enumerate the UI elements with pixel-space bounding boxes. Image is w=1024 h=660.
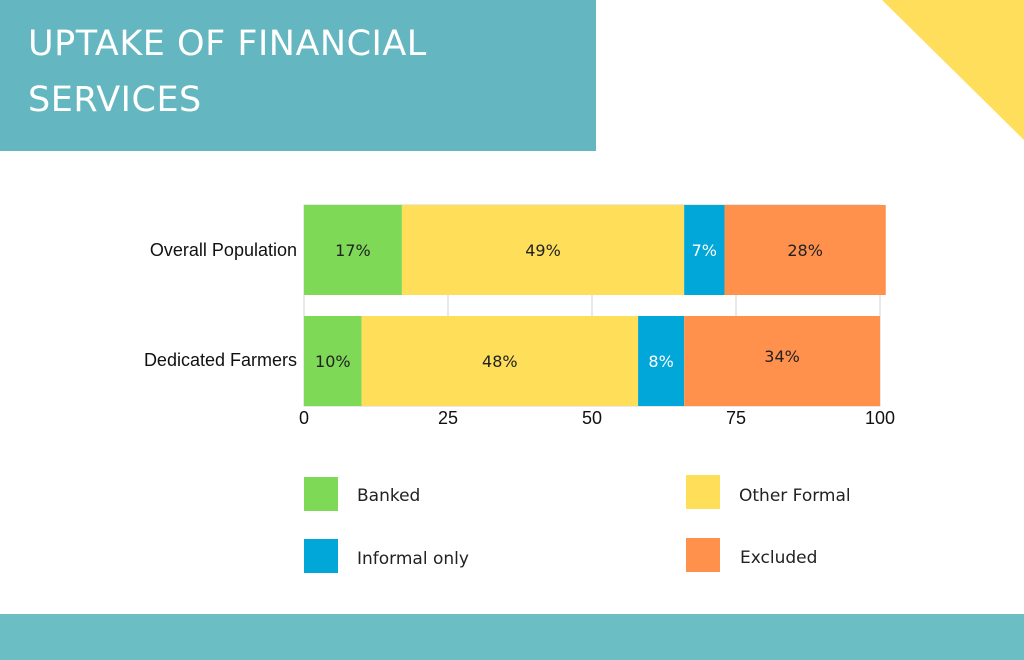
stacked-bar-chart: 17% 49% 7% 28% Overall Population 10% 48% 8% 34%…: [144, 204, 895, 428]
legend-swatch-informal-only: [304, 539, 338, 573]
category-label-dedicated-farmers: Dedicated Farmers: [144, 350, 297, 370]
legend-swatch-other-formal: [686, 475, 720, 509]
legend-label-excluded: Excluded: [740, 548, 818, 568]
x-tick-label-100: 100: [865, 408, 895, 428]
bar-informal-only-dedicated-farmers: [638, 316, 685, 406]
data-label-other-formal-overall-population: 49%: [525, 241, 561, 260]
category-label-overall-population: Overall Population: [150, 240, 297, 260]
corner-triangle-decoration: [882, 0, 1024, 140]
bar-excluded-dedicated-farmers: [684, 316, 880, 406]
x-tick-label-0: 0: [299, 408, 309, 428]
x-tick-label-25: 25: [438, 408, 458, 428]
data-label-informal-only-dedicated-farmers: 8%: [648, 352, 673, 371]
legend-label-banked: Banked: [357, 486, 421, 506]
title-banner: UPTAKE OF FINANCIAL SERVICES: [0, 0, 596, 151]
page-title: UPTAKE OF FINANCIAL SERVICES: [28, 24, 427, 120]
bar-excluded-overall-population: [724, 205, 886, 295]
data-label-other-formal-dedicated-farmers: 48%: [482, 352, 518, 371]
data-label-excluded-dedicated-farmers: 34%: [764, 347, 800, 366]
bar-other-formal-overall-population: [401, 205, 685, 295]
bar-banked-overall-population: [304, 205, 402, 295]
legend-swatch-excluded: [686, 538, 720, 572]
x-tick-label-50: 50: [582, 408, 602, 428]
data-label-excluded-overall-population: 28%: [787, 241, 823, 260]
legend-label-other-formal: Other Formal: [739, 486, 851, 506]
bar-banked-dedicated-farmers: [304, 316, 362, 406]
bottom-band: [0, 614, 1024, 660]
bar-other-formal-dedicated-farmers: [361, 316, 639, 406]
legend-label-informal-only: Informal only: [357, 549, 469, 569]
data-label-informal-only-overall-population: 7%: [692, 241, 717, 260]
data-label-banked-dedicated-farmers: 10%: [315, 352, 351, 371]
legend-swatch-banked: [304, 477, 338, 511]
x-tick-label-75: 75: [726, 408, 746, 428]
data-label-banked-overall-population: 17%: [335, 241, 371, 260]
bar-informal-only-overall-population: [684, 205, 725, 295]
